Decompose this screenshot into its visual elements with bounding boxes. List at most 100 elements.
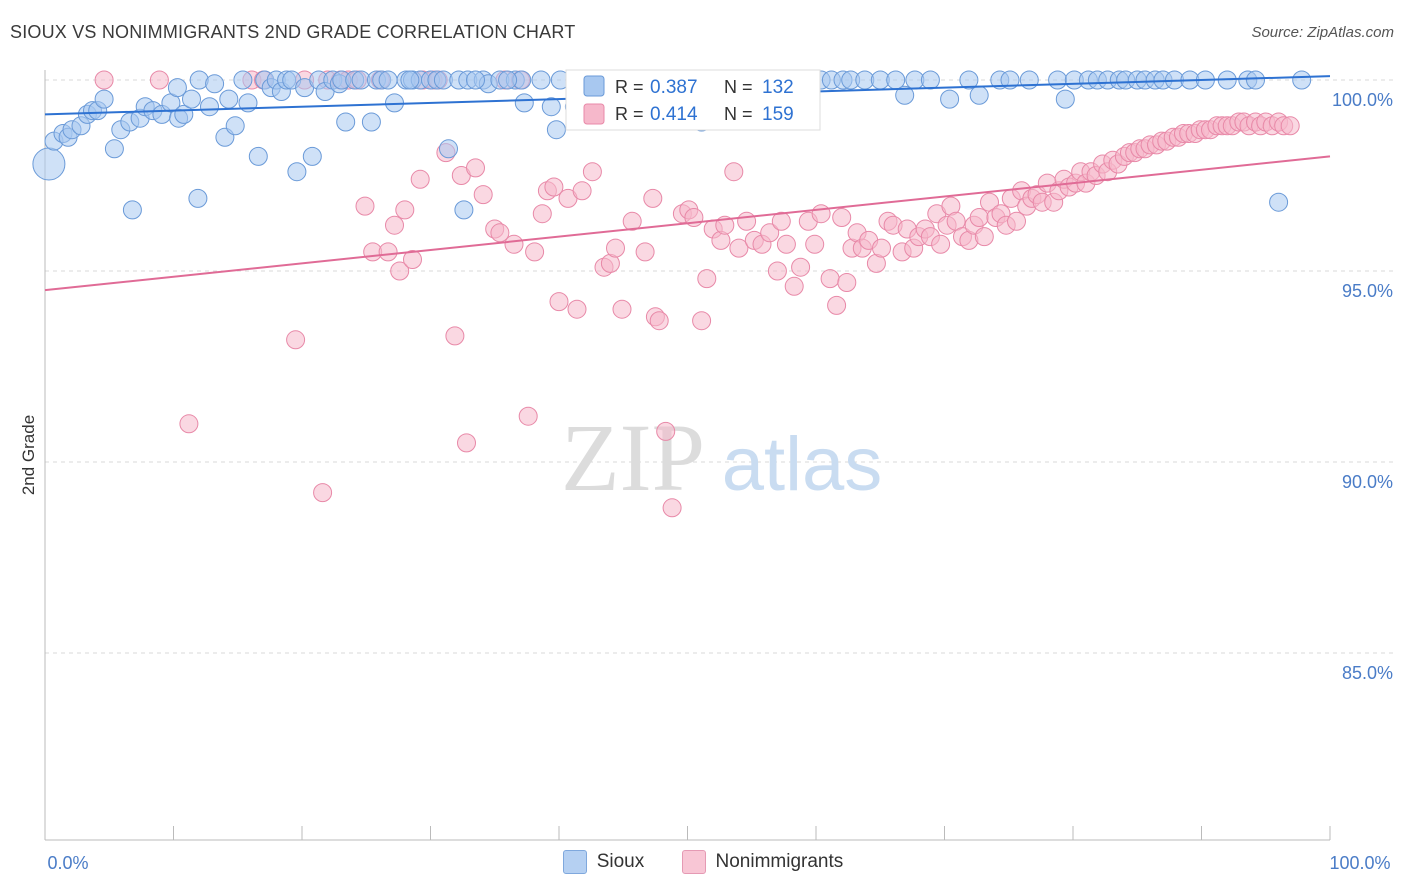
- nonimmigrants-point: [532, 204, 552, 224]
- nonimmigrants-point: [390, 261, 410, 281]
- nonimmigrants-point: [974, 227, 994, 247]
- nonimmigrants-point: [724, 162, 744, 182]
- nonimmigrants-point: [872, 238, 891, 258]
- nonimmigrants-point: [525, 242, 545, 262]
- nonimmigrants-point: [385, 215, 404, 235]
- sioux-point: [1048, 70, 1068, 90]
- nonimmigrants-point: [635, 242, 655, 262]
- nonimmigrants-point: [760, 223, 780, 243]
- sioux-point: [969, 85, 989, 105]
- nonimmigrants-point: [837, 273, 857, 292]
- nonimmigrants-point: [395, 200, 415, 220]
- nonimmigrants-point: [572, 181, 592, 201]
- sioux-point: [287, 162, 307, 182]
- stats-n-label-sioux: N =: [724, 77, 753, 97]
- sioux-point: [531, 70, 551, 90]
- nonimmigrants-point: [612, 299, 632, 319]
- nonimmigrants-point: [1007, 211, 1026, 231]
- nonimmigrants-point: [179, 414, 199, 434]
- stats-n-label-nonimmigrants: N =: [724, 104, 753, 124]
- nonimmigrants-point: [811, 204, 831, 224]
- x-tick-label-max: 100.0%: [1329, 853, 1390, 873]
- sioux-point: [188, 188, 208, 208]
- source-label: Source: ZipAtlas.com: [1251, 24, 1394, 41]
- nonimmigrants-point: [791, 257, 811, 277]
- sioux-point: [400, 70, 420, 90]
- legend-label-nonimmigrants: Nonimmigrants: [715, 851, 844, 872]
- sioux-point: [248, 146, 268, 166]
- nonimmigrants-point: [544, 177, 564, 197]
- sioux-point: [336, 112, 356, 132]
- stats-r-value-nonimmigrants: 0.414: [650, 104, 698, 125]
- chart-title: SIOUX VS NONIMMIGRANTS 2ND GRADE CORRELA…: [10, 22, 576, 42]
- legend-swatch-sioux: [562, 850, 587, 874]
- nonimmigrants-point: [94, 70, 114, 90]
- axes: [44, 70, 1331, 841]
- nonimmigrants-point: [567, 299, 587, 319]
- y-tick-label-95: 95.0%: [1342, 281, 1393, 301]
- stats-legend-swatch-sioux: [583, 75, 605, 97]
- nonimmigrants-point: [466, 158, 485, 178]
- sioux-point: [541, 97, 561, 117]
- sioux-point: [920, 70, 940, 90]
- nonimmigrants-point: [518, 406, 538, 426]
- sioux-point: [225, 116, 245, 136]
- y-axis-title: 2nd Grade: [19, 415, 38, 495]
- nonimmigrants-point: [767, 261, 787, 281]
- watermark-zip: ZIP: [561, 404, 705, 511]
- legend-item-nonimmigrants[interactable]: Nonimmigrants: [681, 850, 844, 874]
- sioux-point: [1246, 70, 1265, 90]
- legend-label-sioux: Sioux: [596, 851, 645, 872]
- sioux-point: [466, 70, 485, 90]
- nonimmigrants-point: [445, 326, 465, 346]
- sioux-point: [1000, 70, 1020, 90]
- sioux-point: [940, 89, 960, 109]
- nonimmigrants-point: [649, 311, 669, 331]
- nonimmigrants-point: [805, 234, 825, 254]
- stats-legend-box: [565, 69, 821, 131]
- legend-item-sioux[interactable]: Sioux: [562, 850, 645, 874]
- nonimmigrants-point: [820, 269, 840, 289]
- sioux-point: [959, 70, 979, 90]
- stats-n-value-sioux: 132: [762, 77, 794, 98]
- sioux-point: [546, 120, 566, 140]
- nonimmigrants-point: [729, 238, 749, 258]
- sioux-point: [94, 89, 114, 109]
- nonimmigrants-point: [643, 188, 663, 208]
- sioux-point: [182, 89, 201, 109]
- nonimmigrants-point: [473, 185, 493, 205]
- nonimmigrants-point: [784, 276, 804, 296]
- stats-r-value-sioux: 0.387: [650, 77, 698, 98]
- sioux-point: [454, 200, 474, 220]
- nonimmigrants-point: [692, 311, 712, 331]
- nonimmigrants-point: [582, 162, 602, 182]
- nonimmigrants-point: [606, 238, 625, 258]
- sioux-point: [104, 139, 124, 159]
- nonimmigrants-point: [378, 242, 398, 262]
- y-tick-labels: 85.0% 90.0% 95.0% 100.0%: [1332, 90, 1393, 683]
- watermark-atlas: atlas: [722, 422, 883, 507]
- nonimmigrants-point: [832, 208, 852, 227]
- nonimmigrants-point: [662, 498, 682, 518]
- sioux-point: [219, 89, 239, 109]
- nonimmigrants-point: [286, 330, 306, 350]
- gridlines: [45, 79, 1395, 654]
- nonimmigrants-point: [149, 70, 169, 90]
- sioux-point: [122, 200, 142, 220]
- sioux-point: [167, 78, 187, 98]
- nonimmigrants-point: [1280, 116, 1300, 136]
- watermark: ZIP atlas: [561, 404, 882, 511]
- nonimmigrants-point: [931, 234, 951, 254]
- x-tick-label-min: 0.0%: [47, 853, 88, 873]
- nonimmigrants-point: [410, 169, 430, 189]
- nonimmigrants-point: [771, 211, 791, 231]
- y-tick-label-100: 100.0%: [1332, 90, 1393, 110]
- stats-legend-swatch-nonimmigrants: [583, 103, 605, 125]
- nonimmigrants-point: [504, 234, 524, 254]
- nonimmigrants-point: [656, 421, 676, 441]
- sioux-point: [1055, 89, 1075, 109]
- nonimmigrants-point: [549, 292, 569, 312]
- nonimmigrants-points: [94, 70, 1300, 518]
- sioux-point: [1269, 192, 1289, 212]
